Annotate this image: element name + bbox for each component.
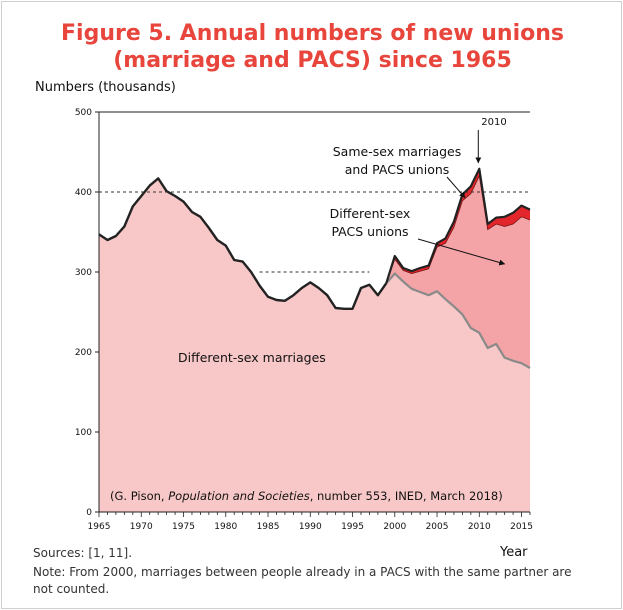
reference-lines xyxy=(99,191,530,273)
arrow-pacs xyxy=(417,238,506,266)
annotation-arrows xyxy=(417,130,506,266)
annotation-2010: 2010 xyxy=(481,117,506,128)
chart-title-line-1: Figure 5. Annual numbers of new unions xyxy=(61,21,564,46)
y-tick-label-300: 300 xyxy=(75,268,92,278)
annotation-pacs-line-1: Different-sex xyxy=(330,206,411,221)
x-axis-label: Year xyxy=(500,545,528,560)
x-tick-label-2010: 2010 xyxy=(468,522,491,532)
line-total-pre-1999 xyxy=(98,177,388,310)
area-different-sex-marriages xyxy=(99,178,530,512)
x-tick-label-1985: 1985 xyxy=(257,522,280,532)
line-total-unions xyxy=(385,167,531,284)
annotation-same-sex-line-1: Same-sex marriages xyxy=(333,144,462,159)
area-different-sex-pacs xyxy=(386,176,530,368)
x-tick-label-1975: 1975 xyxy=(172,522,195,532)
annotation-pacs-line-2: PACS unions xyxy=(331,224,408,239)
sources-text: Sources: [1, 11]. xyxy=(33,546,133,560)
chart-title-line-2: (marriage and PACS) since 1965 xyxy=(113,48,512,73)
x-tick-label-1970: 1970 xyxy=(130,522,153,532)
x-tick-label-1990: 1990 xyxy=(299,522,322,532)
y-axis-label: Numbers (thousands) xyxy=(35,80,176,95)
x-tick-label-2015: 2015 xyxy=(510,522,533,532)
credit-prefix: (G. Pison, xyxy=(110,489,168,503)
area-layer xyxy=(98,167,531,512)
y-tick-label-100: 100 xyxy=(75,428,92,438)
y-tick-label-200: 200 xyxy=(75,348,92,358)
chart-title: Figure 5. Annual numbers of new unions (… xyxy=(2,20,623,74)
x-tick-label-1995: 1995 xyxy=(341,522,364,532)
axes: 0 100 200 300 400 500 1965 1970 1975 1980 1985 1990… xyxy=(75,108,533,532)
line-different-sex-marriages xyxy=(385,272,531,369)
credit-italic: Population and Societies xyxy=(168,489,309,503)
arrow-same-sex xyxy=(446,176,466,199)
x-tick-label-1980: 1980 xyxy=(214,522,237,532)
note-text: Note: From 2000, marriages between peopl… xyxy=(33,565,572,596)
y-tick-label-400: 400 xyxy=(75,188,92,198)
annotation-marriages: Different-sex marriages xyxy=(178,350,326,365)
annotation-credit: (G. Pison, Population and Societies, num… xyxy=(110,489,503,503)
x-tick-label-2000: 2000 xyxy=(383,522,406,532)
annotation-same-sex-line-2: and PACS unions xyxy=(345,162,450,177)
x-tick-label-1965: 1965 xyxy=(88,522,111,532)
y-tick-label-0: 0 xyxy=(86,508,92,518)
y-tick-label-500: 500 xyxy=(75,108,92,118)
line-marriages-plus-pacs xyxy=(385,174,531,284)
credit-suffix: , number 553, INED, March 2018) xyxy=(310,489,503,503)
x-tick-label-2005: 2005 xyxy=(426,522,449,532)
annotations: 2010 Same-sex marriages and PACS unions … xyxy=(110,117,507,503)
